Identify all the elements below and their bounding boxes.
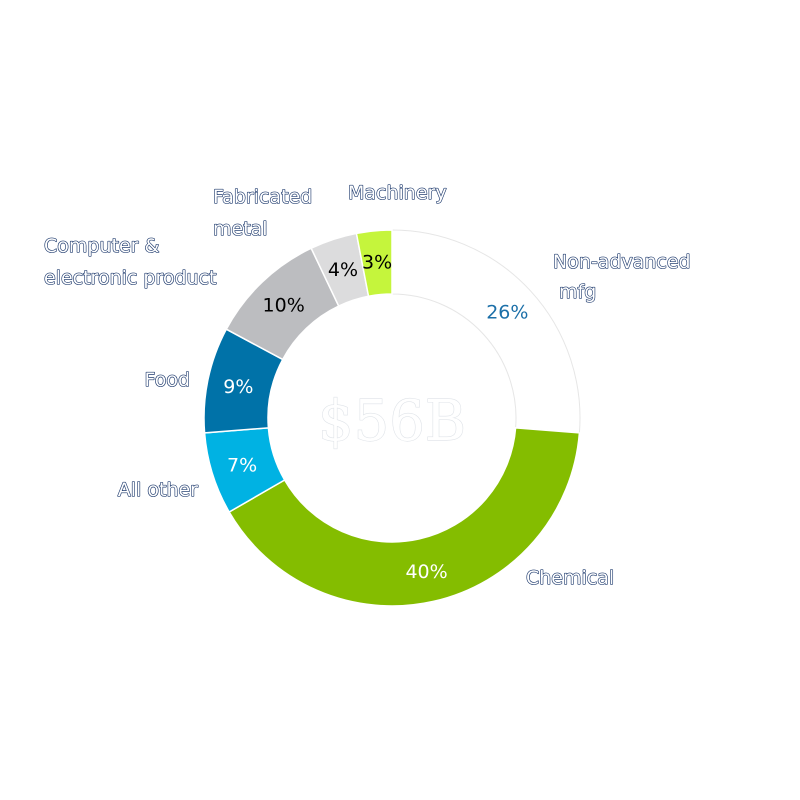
category-label-machinery: Machinery: [348, 182, 447, 204]
value-label-food: 9%: [223, 376, 253, 398]
center-total-label: $56B: [318, 389, 466, 454]
value-label-non-advanced-mfg: 26%: [486, 301, 528, 323]
value-labels: 26% 40% 7% 9% 10% 4% 3%: [223, 252, 528, 583]
slices: [203, 229, 581, 607]
category-label-food: Food: [144, 369, 190, 391]
category-label-fabricated-metal: Fabricated metal: [213, 186, 312, 240]
category-label-all-other: All other: [118, 479, 198, 501]
category-labels: Non-advanced mfg Chemical All other Food Comp…: [43, 181, 691, 589]
value-label-all-other: 7%: [227, 455, 257, 477]
value-label-machinery: 3%: [362, 252, 392, 274]
slice-machinery: [355, 229, 393, 298]
slice-non-advanced-mfg: [391, 229, 581, 434]
category-label-non-advanced-mfg: Non-advanced mfg: [553, 251, 691, 303]
category-label-chemical: Chemical: [526, 567, 614, 589]
value-label-computer-and-electronic-product: 10%: [263, 294, 305, 316]
slice-chemical: [228, 427, 581, 607]
value-label-chemical: 40%: [405, 561, 447, 583]
category-label-computer-and-electronic-product: Computer & electronic product: [44, 235, 216, 289]
value-label-fabricated-metal: 4%: [328, 259, 358, 281]
